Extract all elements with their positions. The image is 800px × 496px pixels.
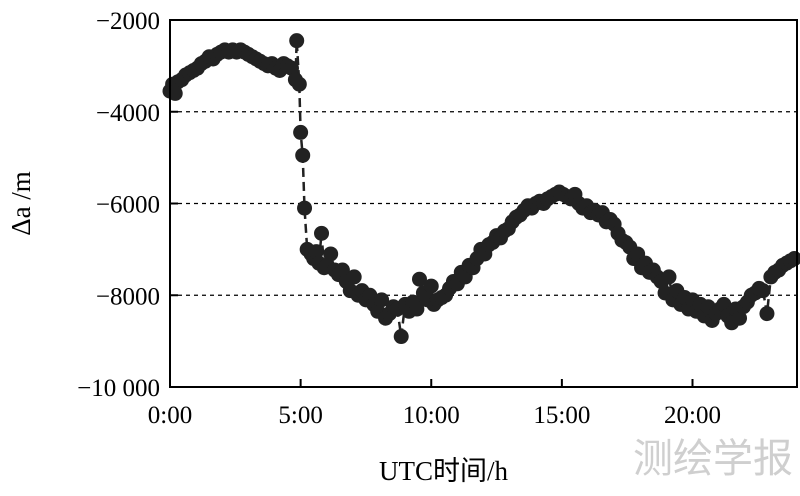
axis-ticks: −10 000 −8000 −6000 −4000 −2000 0:00 5:00 10:00… [77, 8, 721, 429]
data-point [409, 301, 425, 317]
y-tick-label: −2000 [96, 8, 160, 35]
data-point [411, 271, 427, 287]
x-tick-label: 10:00 [403, 402, 460, 429]
data-point [323, 246, 339, 262]
grid-lines [170, 111, 797, 296]
data-point [167, 85, 183, 101]
x-tick-label: 20:00 [664, 402, 721, 429]
y-tick-label: −8000 [96, 283, 160, 310]
data-point [755, 283, 771, 299]
x-axis-label: UTC时间/h [379, 456, 509, 486]
data-points [162, 33, 800, 345]
data-point [716, 296, 732, 312]
data-point [423, 278, 439, 294]
data-point [291, 76, 307, 92]
data-point [661, 269, 677, 285]
data-point [297, 200, 313, 216]
data-point [295, 147, 311, 163]
data-point [346, 269, 362, 285]
data-point [732, 310, 748, 326]
y-axis-label: Δa /m [6, 171, 36, 236]
x-tick-label: 5:00 [278, 402, 322, 429]
series-line [168, 40, 796, 337]
data-point [759, 306, 775, 322]
data-point [393, 329, 409, 345]
y-tick-label: −4000 [96, 100, 160, 127]
data-point [334, 262, 350, 278]
data-point [308, 244, 324, 260]
y-tick-label: −10 000 [77, 375, 160, 402]
data-point [293, 124, 309, 140]
data-point [374, 292, 390, 308]
y-tick-label: −6000 [96, 192, 160, 219]
data-point [283, 60, 299, 76]
data-point [289, 33, 305, 49]
series-polyline [168, 40, 796, 337]
watermark-text: 测绘学报 [633, 436, 793, 482]
x-tick-label: 15:00 [533, 402, 590, 429]
x-tick-label: 0:00 [148, 402, 192, 429]
data-point [314, 225, 330, 241]
